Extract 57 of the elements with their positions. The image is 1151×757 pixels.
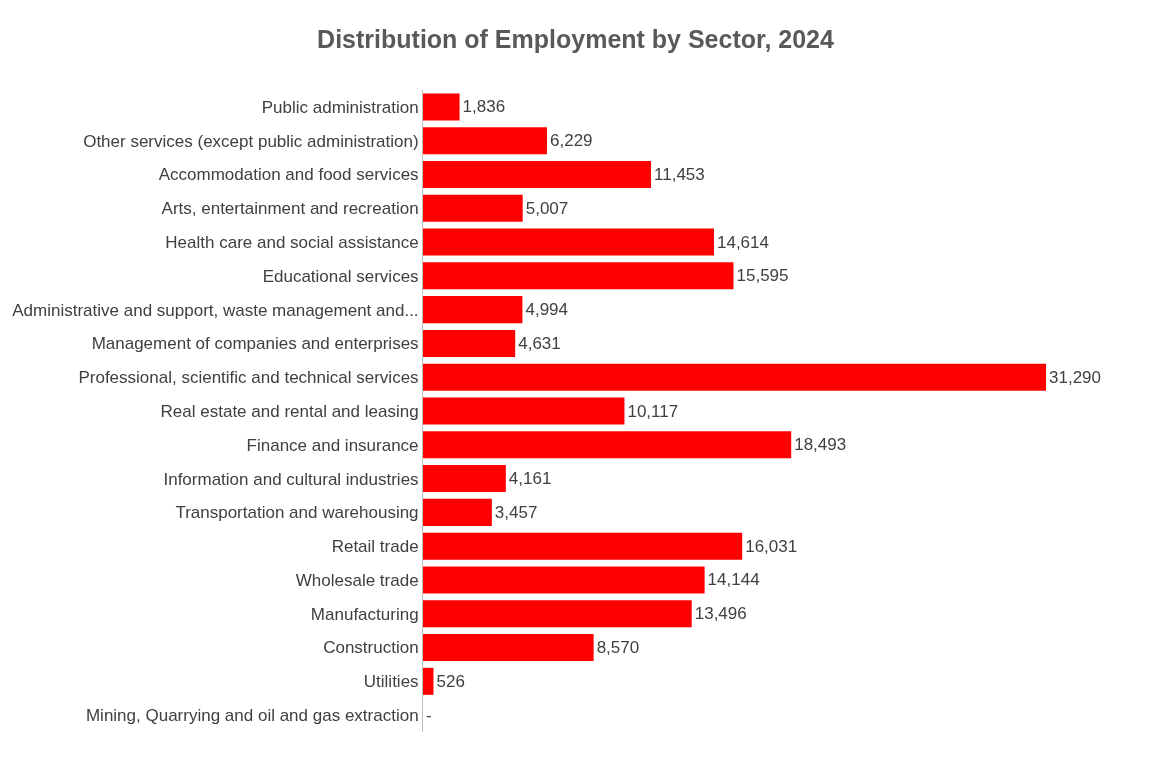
y-tick-label: Real estate and rental and leasing	[160, 401, 419, 421]
bar	[423, 397, 625, 425]
bar	[423, 194, 523, 222]
data-label: 8,570	[596, 638, 640, 658]
data-label: 16,031	[745, 536, 798, 556]
bar	[423, 363, 1047, 391]
data-label: -	[426, 705, 432, 725]
y-tick-label: Mining, Quarrying and oil and gas extraction	[85, 706, 419, 726]
bar	[423, 262, 734, 290]
y-tick-label: Finance and insurance	[246, 435, 419, 455]
data-label: 4,994	[525, 300, 568, 320]
data-label: 526	[436, 671, 465, 691]
data-label: 14,144	[707, 570, 760, 590]
bar	[423, 532, 743, 560]
y-tick-label: Manufacturing	[310, 604, 419, 624]
data-label: 15,595	[736, 266, 789, 286]
y-tick-label: Accommodation and food services	[158, 165, 419, 185]
y-tick-label: Transportation and warehousing	[175, 503, 419, 523]
y-tick-label: Information and cultural industries	[163, 469, 419, 489]
y-tick-label: Management of companies and enterprises	[91, 334, 419, 354]
bar	[423, 127, 548, 155]
y-tick-label: Health care and social assistance	[165, 233, 419, 252]
data-label: 31,290	[1049, 367, 1102, 387]
bar	[423, 465, 506, 493]
y-tick-label: Utilities	[363, 672, 419, 692]
data-label: 1,836	[462, 97, 506, 117]
y-tick-label: Public administration	[261, 97, 419, 117]
bar	[423, 228, 714, 256]
chart-title: Distribution of Employment by Sector, 2024	[317, 24, 834, 53]
y-tick-label: Professional, scientific and technical services	[78, 368, 419, 388]
bar	[423, 160, 652, 188]
bar	[423, 296, 523, 324]
data-label: 14,614	[716, 232, 769, 252]
bar	[423, 498, 492, 526]
bar	[423, 634, 594, 662]
data-label: 4,631	[518, 333, 561, 353]
bar	[423, 431, 792, 459]
y-tick-label: Other services (except public administration)	[83, 131, 419, 151]
y-tick-label: Administrative and support, waste management and...	[12, 300, 419, 320]
data-label: 5,007	[525, 198, 569, 218]
bar	[423, 600, 692, 628]
bar	[423, 667, 434, 695]
y-tick-label: Wholesale trade	[295, 570, 419, 590]
y-tick-label: Retail trade	[331, 537, 419, 557]
data-label: 4,161	[508, 469, 552, 489]
y-tick-label: Educational services	[262, 266, 419, 286]
bar	[423, 566, 705, 594]
data-label: 13,496	[694, 604, 747, 624]
data-label: 10,117	[627, 401, 679, 421]
data-label: 3,457	[494, 502, 538, 522]
data-label: 18,493	[794, 435, 847, 455]
bar	[423, 329, 516, 357]
y-tick-label: Construction	[323, 638, 419, 658]
y-tick-label: Arts, entertainment and recreation	[161, 199, 419, 219]
data-label: 6,229	[550, 131, 593, 151]
bar	[423, 93, 460, 121]
data-label: 11,453	[654, 164, 705, 184]
